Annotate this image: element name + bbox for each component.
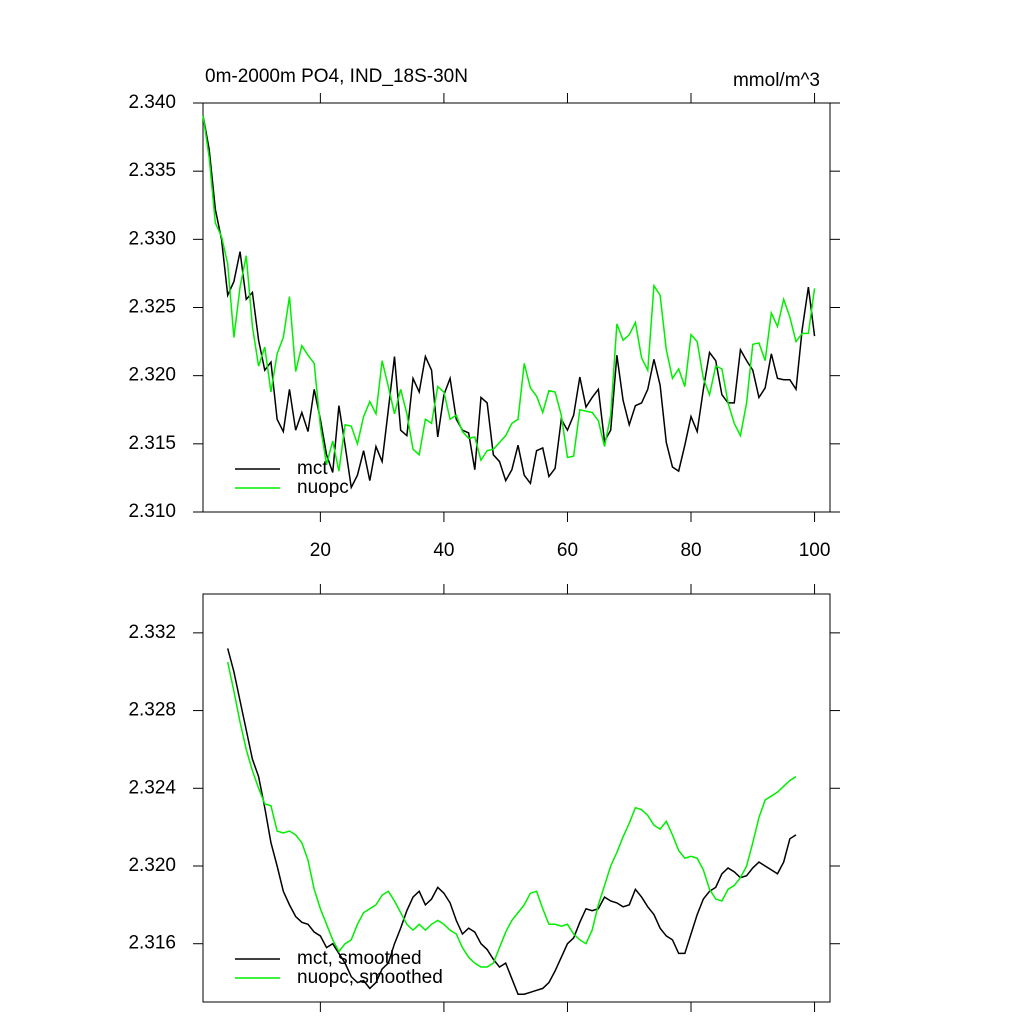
- plot-frame: [202, 593, 831, 1003]
- x-tick-label: 20: [310, 540, 331, 561]
- legend-label: nuopc: [297, 477, 349, 498]
- y-tick-label: 2.315: [128, 433, 176, 454]
- data-line: [226, 648, 797, 995]
- y-tick-label: 2.320: [128, 855, 176, 876]
- y-tick-label: 2.335: [128, 160, 176, 181]
- x-tick-label: 40: [433, 540, 454, 561]
- x-tick-label: 60: [557, 540, 578, 561]
- data-line: [226, 661, 797, 968]
- y-tick-label: 2.320: [128, 365, 176, 386]
- data-line: [202, 115, 816, 472]
- units-label: mmol/m^3: [733, 70, 820, 91]
- y-tick-label: 2.325: [128, 297, 176, 318]
- y-tick-label: 2.310: [128, 501, 176, 522]
- chart-title: 0m-2000m PO4, IND_18S-30N: [205, 66, 468, 87]
- data-line: [202, 115, 816, 490]
- legend-label: nuopc, smoothed: [297, 967, 443, 988]
- y-tick-label: 2.324: [128, 777, 176, 798]
- y-tick-label: 2.340: [128, 92, 176, 113]
- legend-label: mct: [297, 458, 328, 479]
- y-tick-label: 2.316: [128, 933, 176, 954]
- x-tick-label: 100: [799, 540, 831, 561]
- x-tick-label: 80: [680, 540, 701, 561]
- y-tick-label: 2.330: [128, 228, 176, 249]
- legend-label: mct, smoothed: [297, 948, 422, 969]
- y-tick-label: 2.328: [128, 700, 176, 721]
- y-tick-label: 2.332: [128, 622, 176, 643]
